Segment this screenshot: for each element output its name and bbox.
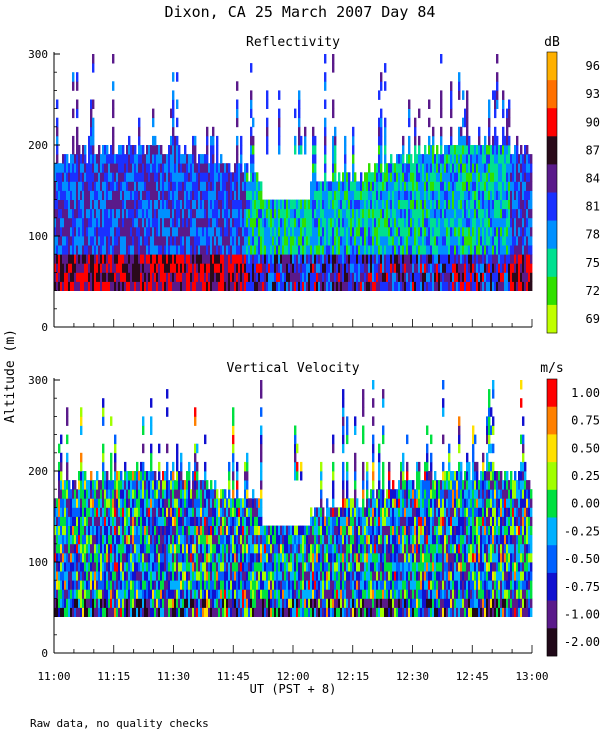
colorbar-label: 0.50 [571, 441, 600, 455]
x-tick-label: 12:45 [456, 670, 489, 683]
y-tick-label: 0 [41, 321, 48, 334]
heatmap-field [54, 54, 533, 291]
colorbar-swatch [547, 52, 557, 81]
colorbar-label: 0.25 [571, 469, 600, 483]
colorbar-swatch [547, 600, 557, 629]
main-title: Dixon, CA 25 March 2007 Day 84 [165, 3, 436, 21]
colorbar-label: 75 [586, 256, 600, 270]
colorbar-swatch [547, 304, 557, 334]
colorbar-label: 96 [586, 59, 600, 73]
colorbar-swatch [547, 136, 557, 165]
colorbar-label: 90 [586, 115, 600, 129]
colorbar-swatch [547, 462, 557, 491]
x-tick-label: 13:00 [515, 670, 548, 683]
colorbar-swatch [547, 80, 557, 109]
y-tick-label: 100 [28, 556, 48, 569]
colorbar-label: 93 [586, 87, 600, 101]
colorbar-swatch [547, 379, 557, 407]
y-tick-label: 100 [28, 230, 48, 243]
colorbar-label: 84 [586, 171, 600, 185]
y-tick-label: 0 [41, 647, 48, 660]
x-tick-label: 12:30 [396, 670, 429, 683]
y-tick-label: 200 [28, 465, 48, 478]
colorbar-label: -1.00 [564, 607, 600, 621]
panel-vertical-velocity: Vertical Velocity 0 100 200 300 11:00 11:15 11:… [28, 361, 600, 683]
colorbar-label: 87 [586, 143, 600, 157]
y-tick-label: 300 [28, 48, 48, 61]
colorbar-swatch [547, 628, 557, 657]
colorbar: 96 93 90 87 84 81 78 75 72 69 dB [544, 35, 600, 334]
colorbar: 1.00 0.75 0.50 0.25 0.00 -0.25 -0.50 -0.75 -1.00… [540, 361, 600, 657]
colorbar-label: 69 [586, 312, 600, 326]
colorbar-label: -2.00 [564, 635, 600, 649]
colorbar-swatch [547, 164, 557, 193]
colorbar-swatch [547, 572, 557, 601]
x-tick-label: 11:15 [97, 670, 130, 683]
colorbar-label: 81 [586, 200, 600, 214]
colorbar-swatch [547, 406, 557, 435]
colorbar-label: 1.00 [571, 386, 600, 400]
colorbar-swatch [547, 248, 557, 278]
x-tick-label: 11:30 [157, 670, 190, 683]
y-axis-label: Altitude (m) [3, 329, 18, 423]
footer-note: Raw data, no quality checks [30, 717, 209, 730]
colorbar-label: -0.75 [564, 580, 600, 594]
panel-title: Reflectivity [246, 35, 340, 50]
colorbar-swatch [547, 276, 557, 306]
x-tick-label: 11:45 [217, 670, 250, 683]
colorbar-label: -0.50 [564, 552, 600, 566]
colorbar-swatch [547, 220, 557, 249]
colorbar-swatch [547, 545, 557, 574]
colorbar-unit: dB [544, 35, 560, 50]
colorbar-label: 78 [586, 228, 600, 242]
colorbar-label: 72 [586, 284, 600, 298]
panel-reflectivity: Reflectivity 0 100 200 300 96 93 90 87 84 81 78 75 72… [28, 35, 600, 334]
colorbar-swatch [547, 434, 557, 463]
colorbar-swatch [547, 517, 557, 546]
colorbar-label: 0.75 [571, 414, 600, 428]
colorbar-swatch [547, 108, 557, 137]
colorbar-swatch [547, 489, 557, 518]
colorbar-label: 0.00 [571, 497, 600, 511]
y-tick-label: 300 [28, 374, 48, 387]
x-tick-label: 12:00 [276, 670, 309, 683]
x-tick-label: 11:00 [37, 670, 70, 683]
colorbar-swatch [547, 192, 557, 221]
y-tick-label: 200 [28, 139, 48, 152]
heatmap-field [54, 380, 533, 617]
x-axis-label: UT (PST + 8) [250, 682, 337, 696]
colorbar-unit: m/s [540, 361, 563, 376]
colorbar-label: -0.25 [564, 524, 600, 538]
panel-title: Vertical Velocity [226, 361, 359, 376]
x-tick-label: 12:15 [336, 670, 369, 683]
